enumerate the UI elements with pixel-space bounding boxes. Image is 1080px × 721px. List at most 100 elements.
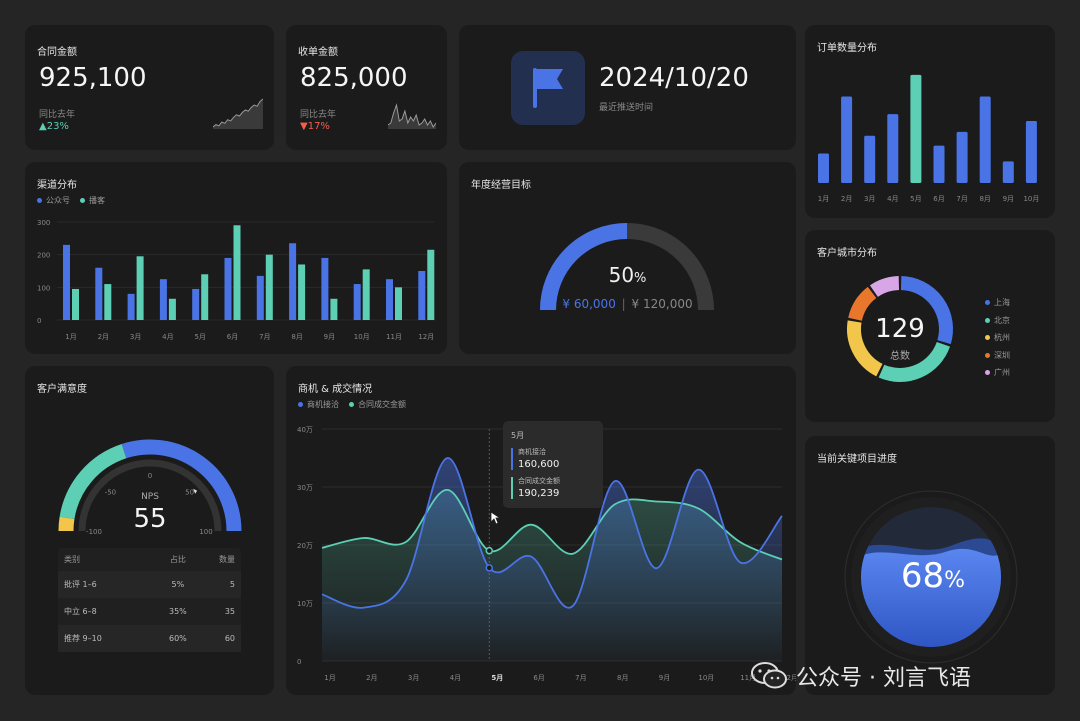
legend-item: 播客 [80, 195, 105, 206]
sparkline-line [388, 103, 436, 128]
project-percent: 68% [900, 556, 966, 596]
payment-value: 825,000 [300, 63, 408, 93]
series1-area [322, 457, 782, 661]
order-bar [956, 131, 968, 183]
nps-segment-passive [59, 443, 127, 520]
y-tick-label: 20万 [297, 542, 313, 550]
nps-tick-label: -100 [86, 528, 102, 536]
legend-item: 杭州 [985, 329, 1010, 347]
project-outer-ring [844, 490, 1018, 664]
down-arrow-icon: ▼ [300, 121, 308, 132]
watermark: 公众号 · 刘言飞语 [750, 660, 971, 692]
payment-yoy-label: 同比去年 [300, 110, 337, 120]
nps-tick-label: -50 [105, 488, 116, 496]
orders-chart: 1月 2月 3月 4月 5月 6月 7月 8月 9月 10月 [818, 74, 1039, 203]
goal-percent: 50% [608, 263, 647, 287]
x-tick-label: 6月 [533, 674, 544, 682]
wechat-icon [751, 662, 787, 689]
city-title: 客户城市分布 [817, 248, 877, 259]
legend-item: 合同成交金额 [349, 399, 406, 410]
sparkline-line [213, 98, 263, 128]
city-total: 129 [875, 314, 925, 344]
y-tick-label: 40万 [297, 426, 313, 434]
channel-bar-s1 [159, 279, 167, 320]
channel-bar-s2 [168, 298, 176, 320]
nps-tick-label: 0 [148, 472, 152, 480]
order-bar [864, 135, 876, 183]
nps-inner-track [78, 459, 222, 532]
project-wave-front [861, 548, 1001, 647]
payment-change-value: 17% [307, 121, 330, 132]
payment-card: 收单金额 825,000 同比去年 ▼17% [286, 25, 447, 150]
goal-gauge [540, 223, 714, 311]
nps-segment-detractor [58, 516, 75, 532]
x-tick-label: 8月 [291, 333, 302, 341]
city-total-label: 总数 [890, 351, 910, 362]
order-tick-label: 8月 [979, 195, 990, 203]
x-tick-label: 7月 [259, 333, 270, 341]
y-tick-label: 100 [37, 284, 50, 292]
channel-legend: 公众号 播客 [37, 195, 105, 206]
x-tick-label: 8月 [617, 674, 628, 682]
series2-point [485, 546, 494, 555]
order-bar [1002, 161, 1014, 183]
series1-point [485, 564, 494, 572]
goal-card: 年度经营目标 50% ¥ 60,000 | ¥ 120,000 [459, 162, 796, 354]
city-slice [900, 276, 953, 345]
goal-title: 年度经营目标 [471, 180, 531, 191]
project-title: 当前关键项目进度 [817, 454, 897, 465]
city-slice [848, 286, 877, 322]
x-tick-label: 10月 [354, 333, 370, 341]
channel-card: 渠道分布 公众号 播客 0 100 200 300 1月 2月 3月 4月 5月 6月 7月 8月 9月… [25, 162, 447, 354]
nps-tick-label: 50 [185, 488, 194, 496]
project-liquid [861, 507, 1001, 647]
x-tick-label: 9月 [659, 674, 670, 682]
channel-chart: 0 100 200 300 1月 2月 3月 4月 5月 6月 7月 8月 9月 10月 11月 12月 [37, 219, 435, 341]
order-tick-label: 3月 [864, 195, 875, 203]
legend-item: 上海 [985, 294, 1010, 312]
x-tick-label: 4月 [162, 333, 173, 341]
channel-bar-s1 [127, 293, 135, 320]
channel-bar-s2 [427, 249, 435, 320]
x-tick-label: 5月 [194, 333, 205, 341]
push-label: 最近推送时间 [599, 103, 654, 113]
channel-bar-s1 [386, 279, 393, 320]
x-tick-label: 7月 [575, 674, 586, 682]
table-row: 推荐 9–10 60% 60 [58, 625, 241, 652]
opportunity-chart: 40万 30万 20万 10万 0 1月 2月 3月 4月 5月 6月 7月 8月 9月 10月 11月 12月 [297, 426, 796, 682]
order-bar [818, 153, 829, 183]
channel-bar-s2 [362, 269, 370, 320]
goal-target: ¥ 120,000 [631, 297, 693, 311]
city-legend: 上海 北京 杭州 深圳 广州 [985, 294, 1010, 382]
channel-bar-s1 [192, 288, 200, 320]
nps-segment-promoter [121, 439, 242, 532]
order-tick-label: 4月 [887, 195, 898, 203]
x-tick-label: 5月 [491, 674, 503, 682]
order-tick-label: 9月 [1003, 195, 1014, 203]
legend-item: 广州 [985, 364, 1010, 382]
x-tick-label: 2月 [98, 333, 109, 341]
contract-title: 合同金额 [37, 47, 77, 58]
y-tick-label: 0 [297, 658, 301, 666]
x-tick-label: 1月 [324, 674, 335, 682]
x-tick-label: 11月 [740, 674, 756, 682]
y-tick-label: 200 [37, 252, 50, 260]
x-tick-label: 1月 [65, 333, 76, 341]
project-card: 当前关键项目进度 68% [805, 436, 1055, 695]
opportunity-legend: 商机接洽 合同成交金额 [298, 399, 406, 410]
legend-item: 公众号 [37, 195, 70, 206]
x-tick-label: 6月 [227, 333, 238, 341]
order-tick-label: 2月 [841, 195, 852, 203]
nps-value: 55 [133, 504, 167, 534]
order-bar [933, 145, 945, 183]
orders-title: 订单数量分布 [817, 43, 877, 54]
goal-amounts: ¥ 60,000 | ¥ 120,000 [562, 297, 693, 311]
channel-bar-s1 [63, 244, 70, 320]
order-bar [841, 96, 853, 183]
channel-bar-s2 [265, 254, 273, 320]
sparkline-area [388, 105, 436, 129]
y-tick-label: 300 [37, 219, 50, 227]
order-bar [910, 74, 922, 183]
satisfaction-table: 类别 占比 数量 批评 1–6 5% 5 中立 6–8 35% 35 推荐 9–10 60% 6… [58, 548, 241, 652]
nps-label: NPS [141, 492, 159, 502]
